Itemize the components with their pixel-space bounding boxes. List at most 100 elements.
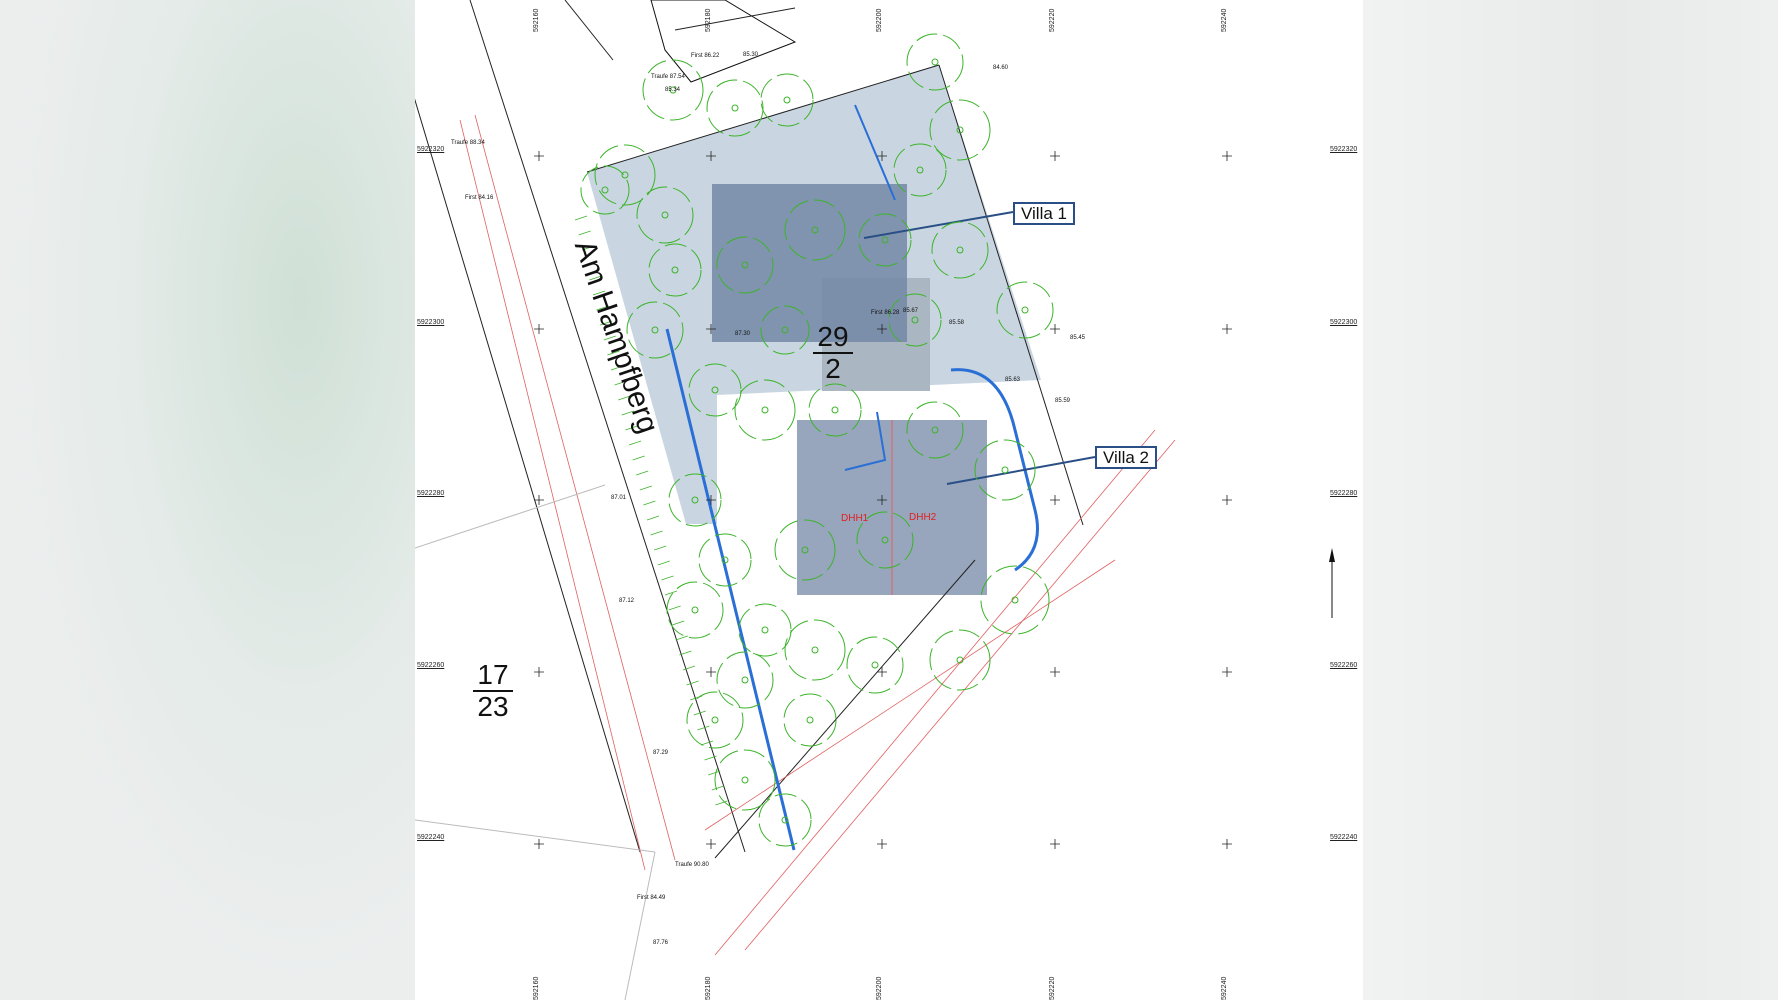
- tree-trunk-symbol: [691, 606, 699, 614]
- tree-canopy-symbol: [738, 603, 792, 657]
- tree-canopy-symbol: [698, 533, 752, 587]
- tree-trunk-symbol: [931, 426, 939, 434]
- tree-trunk-symbol: [621, 171, 629, 179]
- grid-northing-label: 5922260: [1330, 662, 1358, 669]
- tree-canopy-symbol: [784, 619, 846, 681]
- tree-canopy-symbol: [714, 749, 776, 811]
- tree-canopy-symbol: [580, 165, 630, 215]
- tree-trunk-symbol: [601, 186, 609, 194]
- tree-canopy-symbol: [594, 144, 656, 206]
- tree-canopy-symbol: [893, 143, 947, 197]
- tree-trunk-symbol: [741, 776, 749, 784]
- tree-trunk-symbol: [911, 316, 919, 324]
- grid-cross: [1050, 495, 1060, 505]
- drainage-pipe: [665, 328, 796, 851]
- kerb-hatch: [715, 800, 728, 806]
- blurred-background-right: [1363, 0, 1778, 1000]
- drainage-pipe-east: [950, 368, 1039, 572]
- tree-trunk-symbol: [721, 556, 729, 564]
- grid-cross: [534, 324, 544, 334]
- grid-cross: [877, 324, 887, 334]
- tree-trunk-symbol: [1001, 466, 1009, 474]
- kerb-hatch: [600, 320, 613, 326]
- property-boundary-line: [674, 7, 796, 31]
- grid-easting-label: 592220: [1049, 8, 1056, 32]
- grid-easting-label: 592180: [705, 8, 712, 32]
- property-boundary-line: [586, 64, 940, 173]
- kerb-hatch: [700, 740, 714, 746]
- grid-easting-label: 592240: [1221, 8, 1228, 32]
- tree-canopy-symbol: [906, 33, 964, 91]
- grid-northing-label: 5922320: [417, 146, 445, 153]
- tree-canopy-symbol: [974, 439, 1036, 501]
- tree-canopy-symbol: [846, 636, 904, 694]
- callout-villa-1: Villa 1: [1013, 202, 1075, 225]
- grid-northing-label: 5922280: [417, 490, 445, 497]
- kerb-hatch: [711, 785, 724, 791]
- grid-cross: [706, 667, 716, 677]
- spot-height-label: 87.01: [611, 495, 627, 501]
- spot-height-label: 87.29: [653, 750, 669, 756]
- grid-cross: [877, 151, 887, 161]
- fraction-bar: [473, 690, 513, 692]
- parcel-numerator: 29: [817, 321, 849, 352]
- spot-height-label: Traufe 87.54: [651, 74, 685, 80]
- grid-easting-label: 592180: [705, 976, 712, 1000]
- kerb-hatch: [650, 530, 663, 536]
- tree-canopy-symbol: [686, 691, 744, 749]
- boundary-line-red: [714, 429, 1156, 956]
- boundary-line-red: [459, 119, 646, 871]
- spot-height-label: 84.60: [993, 65, 1009, 71]
- tree-trunk-symbol: [1021, 306, 1029, 314]
- unit-label-dhh1: DHH1: [841, 513, 869, 524]
- tree-canopy-symbol: [688, 363, 742, 417]
- kerb-hatch: [607, 350, 620, 356]
- tree-canopy-symbol: [808, 383, 862, 437]
- spot-height-label: 85.59: [1055, 398, 1071, 404]
- kerb-hatch: [625, 425, 638, 431]
- spot-height-label: 85.34: [665, 87, 681, 93]
- tree-trunk-symbol: [871, 661, 879, 669]
- kerb-hatch: [690, 695, 703, 701]
- tree-trunk-symbol: [741, 261, 749, 269]
- unit-label-dhh2: DHH2: [909, 512, 937, 523]
- tree-trunk-symbol: [831, 406, 839, 414]
- kerb-hatch: [596, 305, 609, 311]
- tree-canopy-symbol: [760, 305, 810, 355]
- tree-canopy-symbol: [783, 693, 837, 747]
- kerb-hatch: [614, 380, 627, 386]
- kerb-hatch: [578, 230, 591, 236]
- kerb-hatch: [668, 605, 681, 611]
- tree-trunk-symbol: [881, 236, 889, 244]
- tree-trunk-symbol: [711, 386, 719, 394]
- kerb-hatch: [661, 575, 674, 581]
- thin-line: [624, 851, 656, 1000]
- tree-canopy-symbol: [706, 79, 764, 137]
- callout-villa-2-text: Villa 2: [1103, 448, 1149, 467]
- kerb-hatch: [675, 635, 688, 641]
- parcel-number-neighbor: 17 23: [473, 661, 513, 721]
- parcel-number-main: 29 2: [813, 323, 853, 383]
- property-boundary-line: [938, 64, 1084, 526]
- tree-trunk-symbol: [761, 626, 769, 634]
- grid-northing-label: 5922240: [1330, 834, 1358, 841]
- spot-height-label: 87.76: [653, 940, 669, 946]
- tree-trunk-symbol: [711, 716, 719, 724]
- spot-height-label: Traufe 90.80: [675, 862, 709, 868]
- tree-canopy-symbol: [784, 199, 846, 261]
- callout-villa-2: Villa 2: [1095, 446, 1157, 469]
- spot-height-label: First 84.16: [465, 195, 494, 201]
- tree-trunk-symbol: [881, 536, 889, 544]
- tree-trunk-symbol: [781, 816, 789, 824]
- kerb-hatch: [632, 455, 645, 461]
- tree-canopy-symbol: [716, 236, 774, 294]
- spot-height-label: 85.58: [949, 320, 965, 326]
- property-boundary-line: [714, 559, 976, 859]
- kerb-hatch: [610, 365, 624, 371]
- grid-cross: [534, 667, 544, 677]
- tree-trunk-symbol: [691, 496, 699, 504]
- spot-height-label: 85.67: [903, 308, 919, 314]
- grid-cross: [706, 839, 716, 849]
- parcel-denominator: 2: [825, 353, 841, 384]
- kerb-hatch: [636, 470, 649, 476]
